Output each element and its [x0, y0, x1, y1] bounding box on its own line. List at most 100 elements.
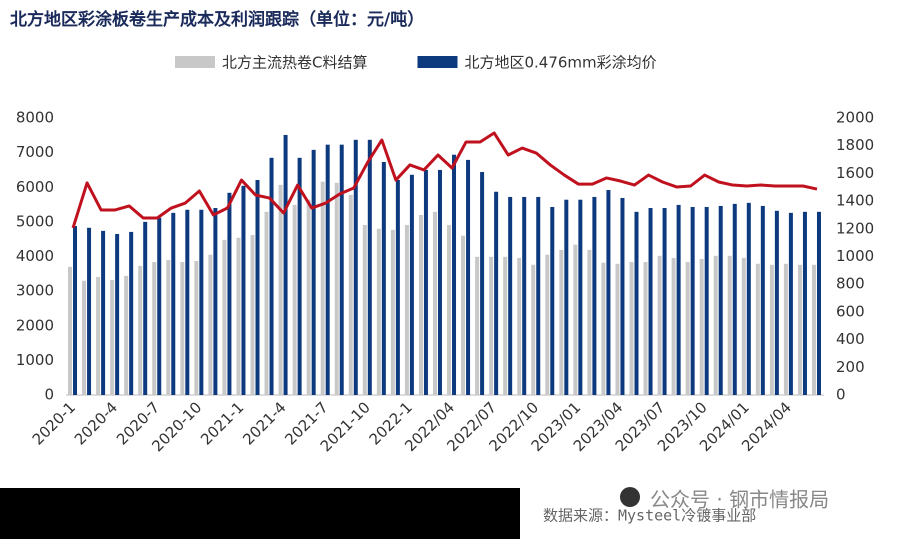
y2-tick-label: 1600 — [836, 164, 874, 182]
watermark: 公众号 · 钢市情报局 — [650, 488, 829, 512]
y2-tick-label: 1000 — [836, 247, 874, 265]
bar — [732, 203, 737, 395]
bar — [96, 276, 101, 395]
bar — [208, 254, 213, 395]
bar — [811, 264, 816, 395]
bar — [404, 224, 409, 395]
bar — [297, 157, 302, 395]
bar — [334, 182, 339, 395]
bar — [676, 204, 681, 395]
bar — [802, 211, 807, 395]
y2-tick-label: 0 — [836, 386, 846, 404]
bar — [550, 206, 555, 395]
bar — [278, 184, 283, 395]
bar — [615, 263, 620, 395]
bar — [601, 262, 606, 395]
bar — [320, 181, 325, 395]
bar — [741, 257, 746, 395]
y-tick-label: 0 — [44, 386, 54, 404]
legend-swatch — [417, 56, 458, 68]
bar — [816, 211, 821, 395]
y-tick-label: 5000 — [16, 212, 54, 230]
bar — [620, 197, 625, 395]
y2-tick-label: 600 — [836, 302, 865, 320]
bar — [353, 139, 358, 395]
bar — [264, 211, 269, 395]
bar — [657, 255, 662, 395]
x-tick-label: 2020-4 — [71, 398, 121, 448]
bar — [503, 256, 508, 395]
bar — [587, 249, 592, 395]
y2-tick-label: 2000 — [836, 109, 874, 127]
bar — [662, 208, 667, 395]
bar — [180, 262, 185, 395]
bar — [536, 196, 541, 395]
bar — [222, 239, 227, 395]
bar — [250, 235, 255, 395]
bar — [269, 157, 274, 395]
bar — [774, 210, 779, 395]
bar — [390, 229, 395, 395]
bar — [129, 231, 134, 395]
bar — [788, 212, 793, 395]
y-tick-label: 2000 — [16, 316, 54, 334]
bar — [138, 265, 143, 395]
bar — [185, 209, 190, 395]
bar — [592, 196, 597, 395]
bar — [461, 235, 466, 395]
bar — [685, 262, 690, 395]
bar — [241, 185, 246, 395]
bar — [755, 263, 760, 395]
bar — [68, 266, 73, 395]
y2-tick-label: 1800 — [836, 136, 874, 154]
bar — [648, 208, 653, 395]
bar — [101, 230, 106, 395]
bar — [423, 169, 428, 395]
bar — [213, 208, 218, 395]
bar — [306, 199, 311, 395]
bar — [236, 237, 241, 395]
bar — [166, 259, 171, 395]
y2-tick-label: 400 — [836, 330, 865, 348]
bar — [348, 194, 353, 395]
bar — [115, 233, 120, 395]
bar — [466, 159, 471, 395]
bar — [783, 263, 788, 395]
bar — [494, 191, 499, 395]
y2-tick-label: 200 — [836, 358, 865, 376]
line — [71, 131, 818, 229]
y-tick-label: 7000 — [16, 143, 54, 161]
bar — [82, 280, 87, 395]
bar — [480, 172, 485, 395]
y-tick-label: 6000 — [16, 178, 54, 196]
bar — [746, 202, 751, 395]
bar — [545, 254, 550, 395]
bar — [522, 196, 527, 395]
bar — [283, 134, 288, 395]
bar — [339, 144, 344, 395]
bar — [367, 139, 372, 395]
bar — [362, 224, 367, 395]
bar — [447, 224, 452, 395]
bar — [325, 144, 330, 395]
watermark-icon — [620, 487, 640, 507]
bar — [718, 205, 723, 395]
black-band — [0, 488, 520, 539]
bar — [311, 149, 316, 395]
x-tick-label: 2020-1 — [29, 398, 79, 448]
bar — [194, 261, 199, 395]
y-tick-label: 8000 — [16, 109, 54, 127]
bar — [452, 154, 457, 395]
bar — [199, 209, 204, 395]
bar — [437, 169, 442, 395]
bar — [643, 262, 648, 395]
bar — [690, 206, 695, 395]
bar — [606, 190, 611, 395]
y-tick-label: 1000 — [16, 351, 54, 369]
legend-label: 北方主流热卷C料结算 — [222, 54, 367, 72]
bar — [381, 161, 386, 395]
bar — [704, 206, 709, 395]
bar — [797, 264, 802, 395]
